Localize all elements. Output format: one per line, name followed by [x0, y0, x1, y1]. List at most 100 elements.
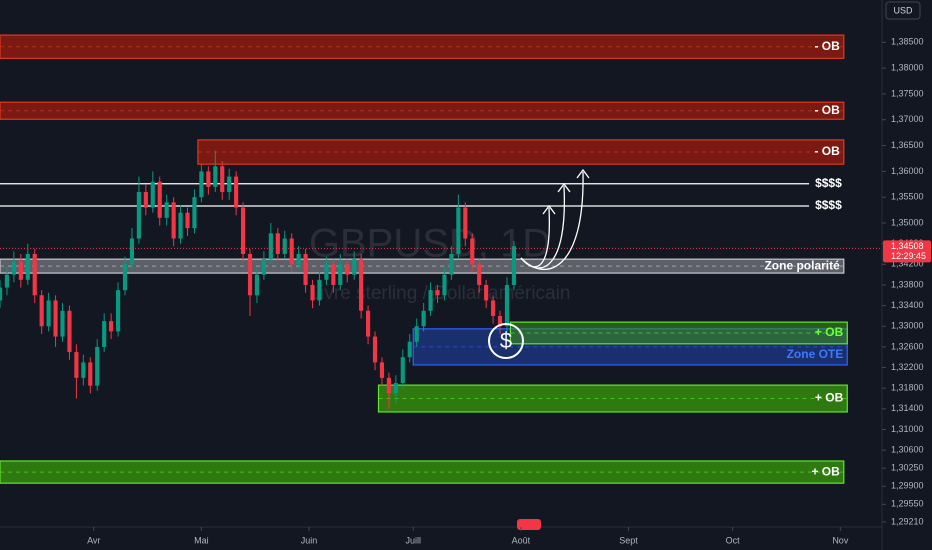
candle-body	[463, 207, 468, 239]
arrow-head	[576, 168, 590, 179]
watermark-subtitle: Livre sterling / Dollar américain	[310, 283, 571, 304]
candle-body	[199, 171, 204, 198]
y-tick-label: 1,36000	[891, 166, 924, 176]
y-tick-label: 1,29550	[891, 499, 924, 509]
candle-body	[109, 321, 114, 332]
candle-body	[317, 279, 322, 301]
candle-body	[115, 290, 121, 332]
zone-label: Zone OTE	[787, 347, 844, 361]
x-tick-label: Nov	[832, 535, 849, 545]
candle-body	[39, 295, 44, 327]
candle-body	[456, 207, 461, 254]
events-icon[interactable]	[517, 519, 541, 530]
dollar-icon-label: $	[500, 328, 512, 353]
zone-label: - OB	[814, 103, 840, 117]
zone-label: + OB	[815, 325, 844, 339]
arrow-head	[542, 204, 556, 215]
current-price-label: 1,34508	[891, 241, 924, 251]
candle-body	[81, 362, 86, 378]
candle-body	[11, 261, 16, 275]
currency-button[interactable]	[885, 1, 921, 20]
candle-body	[352, 259, 357, 275]
dollar-icon	[488, 323, 524, 359]
y-tick-label: 1,30600	[891, 445, 924, 455]
candle-body	[435, 290, 440, 296]
y-tick-label: 1,36500	[891, 140, 924, 150]
candle-body	[254, 274, 260, 296]
y-tick-label: 1,32200	[891, 362, 924, 372]
candle-body	[414, 326, 419, 342]
candle-body	[282, 238, 287, 254]
candle-body	[178, 212, 183, 239]
candle-body	[53, 300, 58, 337]
x-tick-label: Juin	[301, 535, 318, 545]
candle-body	[275, 233, 280, 254]
y-tick-label: 1,32600	[891, 341, 924, 351]
candle-body	[504, 284, 510, 327]
candle-body	[379, 362, 385, 378]
zone	[0, 460, 845, 484]
candle-body	[247, 253, 253, 296]
candle-body	[345, 264, 350, 275]
candle-body	[60, 310, 65, 337]
zone-label: - OB	[814, 144, 840, 158]
candle-body	[88, 362, 93, 386]
candle-body	[407, 341, 412, 358]
candle-body	[220, 166, 225, 193]
y-tick-label: 1,30250	[891, 463, 924, 473]
candle-body	[393, 383, 398, 394]
candle-body	[185, 212, 190, 229]
liquidity-label: $$$$	[815, 176, 842, 190]
candle-body	[129, 238, 135, 265]
y-tick-label: 1,35000	[891, 217, 924, 227]
candle-body	[261, 259, 266, 275]
x-tick-label: Mai	[194, 535, 209, 545]
candle-body	[18, 261, 23, 280]
candle-body	[4, 274, 10, 288]
x-tick-label: Sept	[619, 535, 638, 545]
candles	[0, 150, 882, 409]
zones: - OB - OB - OB Zone polarité Zone OTE + OB + O…	[0, 34, 848, 484]
candle-body	[136, 192, 141, 239]
overlay: $	[488, 168, 590, 359]
candle-body	[296, 253, 301, 265]
candle-body	[268, 233, 273, 260]
y-tick-label: 1,29210	[891, 516, 924, 526]
candle-body	[400, 357, 405, 384]
y-tick-label: 1,31000	[891, 424, 924, 434]
y-tick-label: 1,34200	[891, 259, 924, 269]
candle-body	[324, 264, 329, 280]
zone	[0, 101, 845, 120]
candle-body	[206, 171, 211, 187]
zone-label: + OB	[811, 464, 840, 478]
candle-body	[449, 253, 454, 275]
y-tick-label: 1,31800	[891, 383, 924, 393]
candle-body	[157, 181, 162, 218]
candle-body	[171, 202, 176, 239]
candle-body	[470, 238, 475, 265]
y-tick-label: 1,29900	[891, 481, 924, 491]
candle-body	[143, 192, 148, 208]
y-tick-label: 1,35500	[891, 192, 924, 202]
candle-body	[25, 253, 30, 280]
y-tick-label: 1,38000	[891, 63, 924, 73]
candle-body	[365, 310, 371, 337]
arrow	[520, 171, 584, 271]
currency-label: USD	[893, 5, 913, 15]
zone	[0, 34, 845, 59]
candle-body	[192, 197, 197, 229]
liquidity-label: $$$$	[815, 198, 842, 212]
candle-body	[477, 264, 482, 285]
candle-body	[213, 166, 218, 187]
candle-body	[67, 310, 72, 353]
candle-body	[442, 274, 447, 296]
projection-arrows	[520, 168, 590, 271]
watermark-symbol: GBPUSD, 1D	[309, 222, 551, 266]
candle-body	[303, 253, 308, 285]
candle-body	[32, 253, 37, 296]
candle-body	[331, 264, 336, 285]
candle-body	[338, 264, 343, 285]
